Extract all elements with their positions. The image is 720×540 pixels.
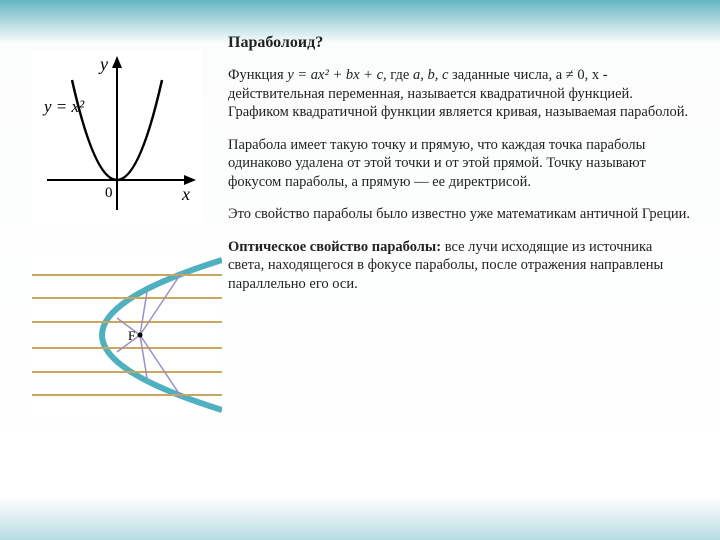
paragraph-4: Оптическое свойство параболы: все лучи и… <box>228 238 692 294</box>
axis-y-label: y <box>98 54 108 74</box>
parabola-optical-diagram: F <box>32 250 222 420</box>
focus-label: F <box>128 328 135 343</box>
origin-label: 0 <box>105 185 113 201</box>
axis-x-label: x <box>181 184 190 204</box>
paragraph-2: Парабола имеет такую точку и прямую, что… <box>228 136 692 192</box>
paragraph-3: Это свойство параболы было известно уже … <box>228 205 692 224</box>
parabola-graph: y x 0 y = x² <box>32 50 202 230</box>
page-title: Параболоид? <box>228 34 692 52</box>
function-label: y = x² <box>42 97 85 116</box>
paragraph-1: Функция у = ах² + bх + с, где а, b, с за… <box>228 66 692 122</box>
